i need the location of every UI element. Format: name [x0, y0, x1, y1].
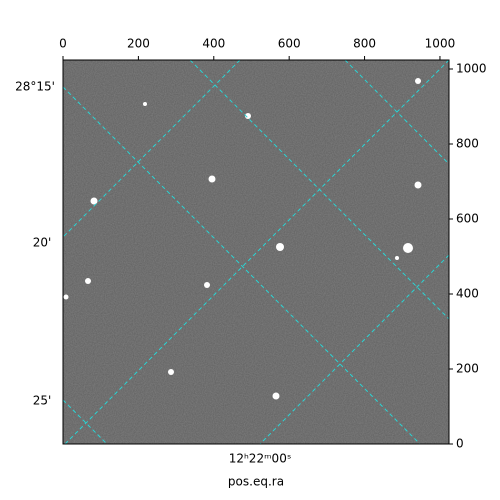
dec-label: 25' — [33, 394, 52, 408]
x-tick-label: 600 — [278, 37, 301, 51]
y-tick-label: 400 — [456, 287, 479, 301]
x-axis-label: pos.eq.ra — [228, 475, 284, 489]
x-tick-label: 200 — [127, 37, 150, 51]
y-tick-label: 0 — [456, 437, 464, 451]
x-tick-label: 800 — [353, 37, 376, 51]
ra-label: 12ʰ22ᵐ00ˢ — [229, 452, 292, 466]
y-tick-label: 200 — [456, 362, 479, 376]
stars — [63, 78, 422, 400]
x-tick-label: 0 — [59, 37, 67, 51]
dec-label: 20' — [33, 236, 52, 250]
coordinate-grid — [63, 60, 449, 444]
x-tick-label: 1000 — [425, 37, 456, 51]
sky-image — [63, 60, 449, 444]
y-tick-label: 600 — [456, 212, 479, 226]
dec-label: 28°15' — [15, 80, 55, 94]
y-tick-label: 800 — [456, 137, 479, 151]
x-tick-label: 400 — [202, 37, 225, 51]
frame — [62, 59, 450, 445]
y-tick-label: 1000 — [456, 62, 487, 76]
